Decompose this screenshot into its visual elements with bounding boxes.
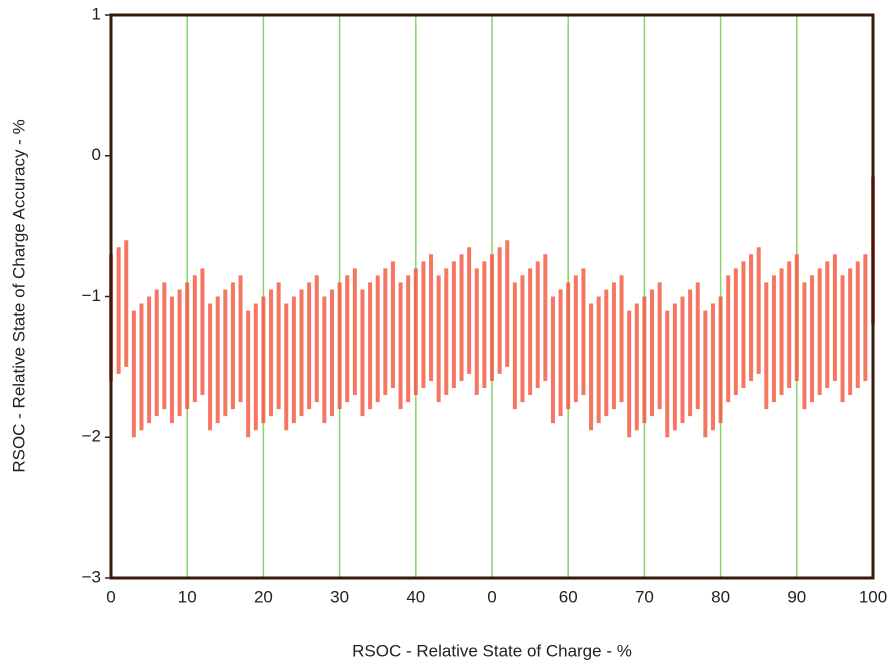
- x-tick-label: 20: [254, 587, 273, 606]
- y-axis-label: RSOC - Relative State of Charge Accuracy…: [9, 119, 28, 472]
- x-tick-label: 100: [859, 587, 887, 606]
- x-tick-label: 10: [178, 587, 197, 606]
- x-tick-label: 0: [106, 587, 115, 606]
- x-tick-label: 60: [559, 587, 578, 606]
- x-tick-label: 80: [711, 587, 730, 606]
- y-tick-label: −2: [82, 427, 101, 446]
- x-tick-label: 0: [487, 587, 496, 606]
- plot-frame: [109, 13, 875, 580]
- y-tick-label: 1: [92, 4, 101, 23]
- x-tick-label: 70: [635, 587, 654, 606]
- y-tick-label: −1: [82, 286, 101, 305]
- x-tick-label: 90: [787, 587, 806, 606]
- y-tick-label: 0: [92, 145, 101, 164]
- y-tick-label: −3: [82, 567, 101, 586]
- x-tick-label: 30: [330, 587, 349, 606]
- x-axis-label: RSOC - Relative State of Charge - %: [352, 641, 632, 660]
- x-tick-label: 40: [406, 587, 425, 606]
